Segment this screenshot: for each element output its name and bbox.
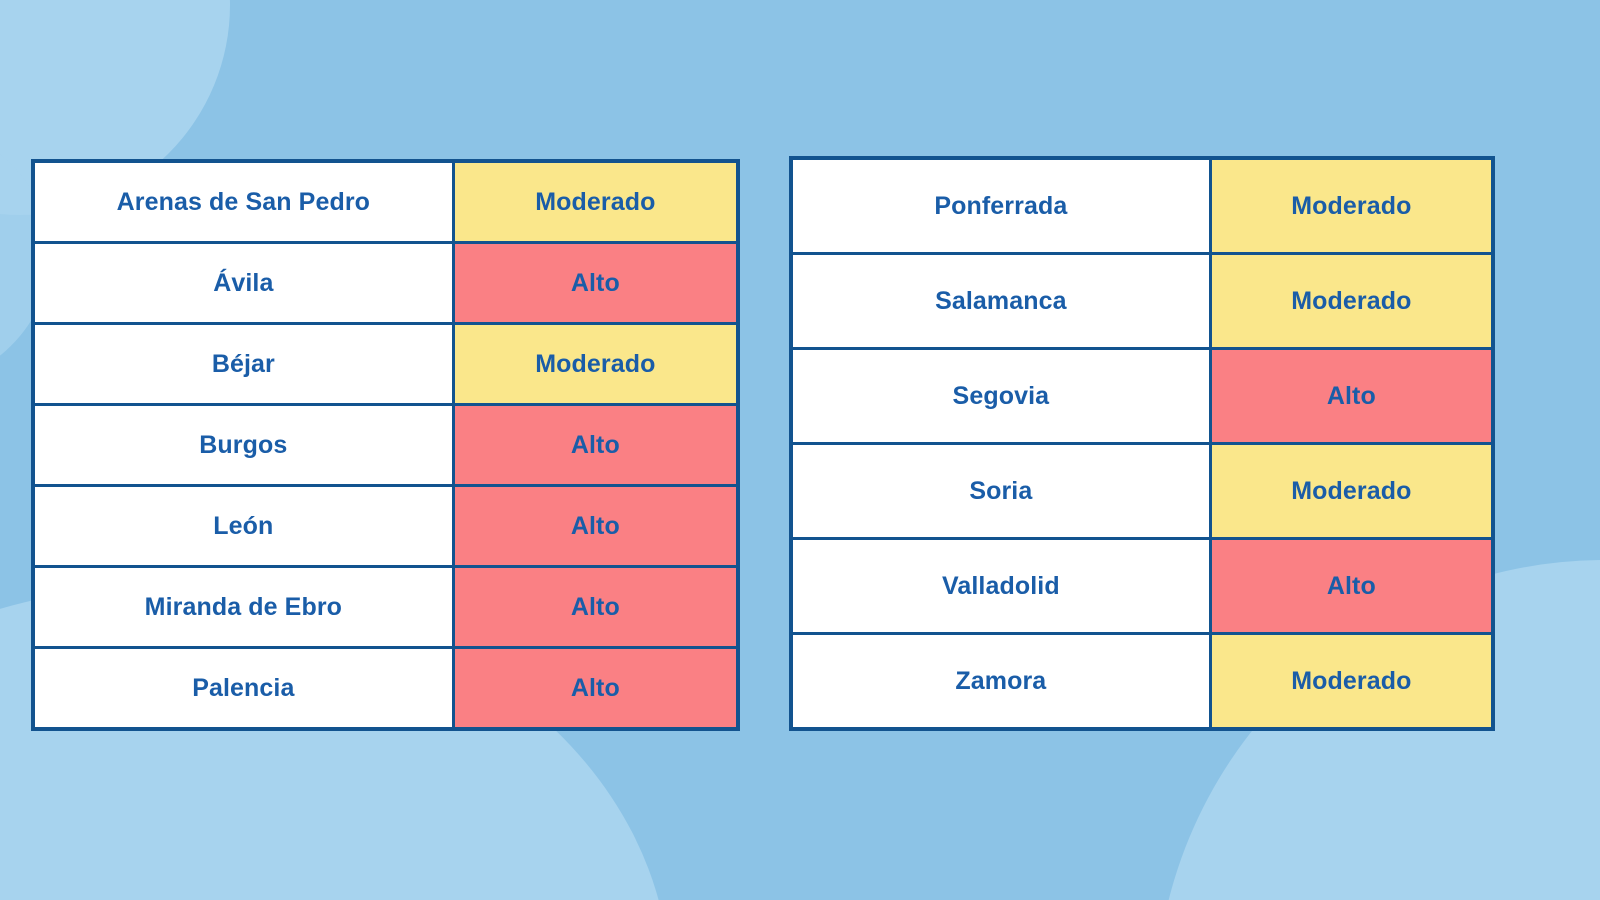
risk-level-cell: Alto	[451, 484, 740, 568]
table-row: Ávila Alto	[31, 241, 740, 325]
table-row: Béjar Moderado	[31, 322, 740, 406]
table-row: Salamanca Moderado	[789, 252, 1495, 350]
risk-table-left: Arenas de San Pedro Moderado Ávila Alto Béja…	[31, 159, 740, 731]
risk-level-cell: Moderado	[1208, 442, 1495, 540]
municipality-name-cell: Béjar	[31, 322, 455, 406]
risk-table-right-body: Ponferrada Moderado Salamanca Moderado Segov…	[789, 156, 1495, 731]
risk-level-cell: Moderado	[451, 159, 740, 244]
table-row: Valladolid Alto	[789, 537, 1495, 635]
risk-table-right: Ponferrada Moderado Salamanca Moderado Segov…	[789, 156, 1495, 731]
table-row: León Alto	[31, 484, 740, 568]
risk-level-cell: Moderado	[451, 322, 740, 406]
table-row: Miranda de Ebro Alto	[31, 565, 740, 649]
risk-level-cell: Alto	[451, 565, 740, 649]
risk-level-cell: Moderado	[1208, 252, 1495, 350]
municipality-name-cell: Arenas de San Pedro	[31, 159, 455, 244]
municipality-name-cell: Soria	[789, 442, 1212, 540]
municipality-name-cell: Salamanca	[789, 252, 1212, 350]
risk-table-left-body: Arenas de San Pedro Moderado Ávila Alto Béja…	[31, 159, 740, 731]
risk-level-cell: Moderado	[1208, 156, 1495, 255]
risk-level-cell: Alto	[451, 241, 740, 325]
municipality-name-cell: Burgos	[31, 403, 455, 487]
table-row: Segovia Alto	[789, 347, 1495, 445]
risk-level-cell: Alto	[451, 646, 740, 731]
municipality-name-cell: León	[31, 484, 455, 568]
table-row: Zamora Moderado	[789, 632, 1495, 731]
risk-level-cell: Alto	[451, 403, 740, 487]
municipality-name-cell: Zamora	[789, 632, 1212, 731]
municipality-name-cell: Palencia	[31, 646, 455, 731]
table-row: Soria Moderado	[789, 442, 1495, 540]
table-row: Arenas de San Pedro Moderado	[31, 159, 740, 244]
municipality-name-cell: Miranda de Ebro	[31, 565, 455, 649]
table-row: Palencia Alto	[31, 646, 740, 731]
municipality-name-cell: Ávila	[31, 241, 455, 325]
risk-level-cell: Alto	[1208, 347, 1495, 445]
municipality-name-cell: Ponferrada	[789, 156, 1212, 255]
risk-level-cell: Alto	[1208, 537, 1495, 635]
table-row: Ponferrada Moderado	[789, 156, 1495, 255]
risk-level-cell: Moderado	[1208, 632, 1495, 731]
table-row: Burgos Alto	[31, 403, 740, 487]
municipality-name-cell: Valladolid	[789, 537, 1212, 635]
municipality-name-cell: Segovia	[789, 347, 1212, 445]
